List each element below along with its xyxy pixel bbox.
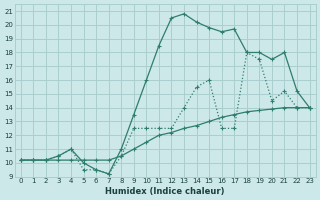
X-axis label: Humidex (Indice chaleur): Humidex (Indice chaleur) bbox=[106, 187, 225, 196]
